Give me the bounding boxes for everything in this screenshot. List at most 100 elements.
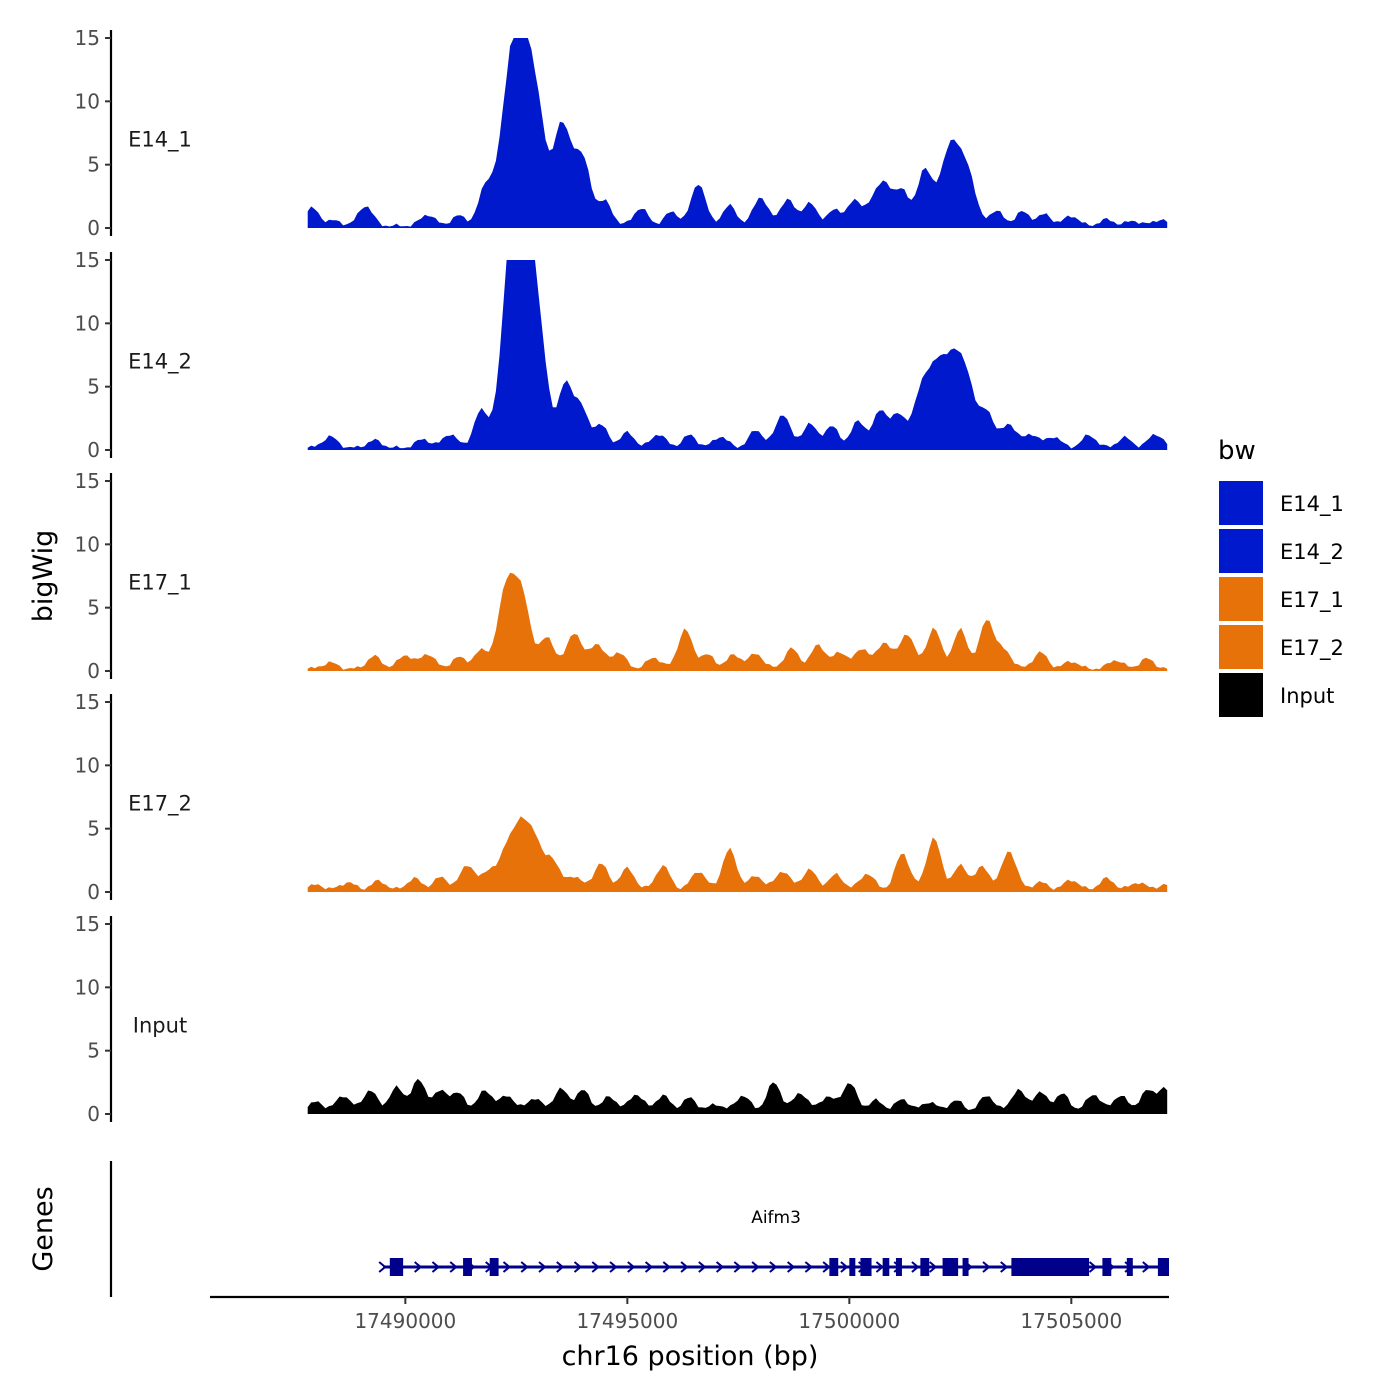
exon-block: [463, 1258, 472, 1276]
strand-arrow-icon: [804, 1261, 813, 1273]
y-tick-label: 15: [75, 912, 100, 936]
exon-block: [895, 1258, 902, 1276]
x-axis-title: chr16 position (bp): [562, 1341, 819, 1372]
coverage-area-input: [307, 1078, 1168, 1114]
legend-item-e14-1: E14_1: [1217, 479, 1344, 527]
y-tick-label: 0: [87, 880, 100, 904]
exon-block: [849, 1258, 856, 1276]
legend-swatch: [1217, 575, 1265, 623]
coverage-area-e14-1: [307, 38, 1168, 228]
track-label: E14_2: [128, 349, 192, 374]
legend-swatch: [1217, 479, 1265, 527]
y-tick-label: 15: [75, 26, 100, 50]
legend-swatch: [1217, 623, 1265, 671]
y-tick-label: 15: [75, 690, 100, 714]
strand-arrow-icon: [378, 1261, 387, 1273]
track-input: 0 5 10 15 Input: [75, 912, 1168, 1126]
track-label: E17_2: [128, 791, 192, 816]
legend-item-e17-1: E17_1: [1217, 575, 1344, 623]
exon-block: [962, 1258, 969, 1276]
y-tick-label: 10: [75, 532, 100, 556]
y-tick-label: 10: [75, 311, 100, 335]
y-tick-label: 0: [87, 659, 100, 683]
strand-arrow-icon: [786, 1261, 796, 1273]
strand-arrow-icon: [929, 1261, 938, 1273]
exon-block: [1102, 1258, 1112, 1276]
strand-arrow-icon: [414, 1261, 423, 1273]
y-tick-label: 5: [87, 1039, 100, 1063]
legend-label: E17_1: [1280, 588, 1344, 613]
strand-arrow-icon: [662, 1261, 671, 1273]
y-tick-label: 5: [87, 375, 100, 399]
coverage-area-e14-2: [307, 260, 1168, 450]
y-tick-label: 10: [75, 753, 100, 777]
legend-title: bw: [1218, 436, 1256, 466]
exon-block: [860, 1258, 872, 1276]
exon-block: [882, 1258, 890, 1276]
x-tick-label: 17490000: [354, 1309, 456, 1333]
genes-track: Aifm3: [109, 1161, 1169, 1297]
legend-label: E14_1: [1280, 492, 1344, 517]
strand-arrow-icon: [1088, 1261, 1098, 1273]
track-label: Input: [133, 1013, 187, 1037]
exon-block: [389, 1258, 404, 1276]
strand-arrow-icon: [1142, 1261, 1151, 1273]
strand-arrow-icon: [556, 1261, 565, 1273]
strand-arrow-icon: [502, 1261, 512, 1273]
track-label: E14_1: [128, 127, 192, 152]
strand-arrow-icon: [698, 1261, 707, 1273]
legend-item-e14-2: E14_2: [1217, 527, 1344, 575]
y-tick-label: 15: [75, 248, 100, 272]
strand-arrow-icon: [751, 1261, 760, 1273]
strand-arrow-icon: [1000, 1261, 1009, 1273]
strand-arrow-icon: [573, 1261, 583, 1273]
legend-swatch: [1217, 527, 1265, 575]
legend-label: Input: [1280, 684, 1334, 708]
y-tick-label: 10: [75, 89, 100, 113]
strand-arrow-icon: [538, 1261, 547, 1273]
legend-label: E17_2: [1280, 636, 1344, 661]
strand-arrow-icon: [715, 1261, 725, 1273]
y-tick-label: 0: [87, 1102, 100, 1126]
coverage-area-e17-1: [307, 572, 1168, 671]
y-tick-label: 5: [87, 153, 100, 177]
strand-arrow-icon: [609, 1261, 618, 1273]
legend-label: E14_2: [1280, 540, 1344, 565]
y-tick-label: 15: [75, 469, 100, 493]
legend-item-input: Input: [1217, 671, 1334, 719]
y-tick-label: 5: [87, 596, 100, 620]
exon-block: [942, 1258, 959, 1276]
strand-arrow-icon: [875, 1261, 884, 1273]
strand-arrow-icon: [591, 1261, 600, 1273]
exon-block: [920, 1258, 930, 1276]
x-tick-label: 17505000: [1020, 1309, 1122, 1333]
x-axis: 17490000 17495000 17500000 17505000: [210, 1295, 1169, 1333]
x-tick-label: 17500000: [798, 1309, 900, 1333]
strand-arrow-icon: [449, 1261, 458, 1273]
track-e17-1: 0 5 10 15 E17_1: [75, 469, 1168, 683]
strand-arrow-icon: [911, 1261, 920, 1273]
coverage-tracks: 0 5 10 15 E14_1 0 5 10 15 E14_2 0 5 10 15 E17_1 0 5 10 15 E…: [75, 26, 1168, 1126]
exon-block: [1157, 1258, 1169, 1276]
track-label: E17_1: [128, 570, 192, 595]
y-axis-title: bigWig: [28, 530, 59, 623]
exon-block: [1011, 1258, 1090, 1276]
strand-arrow-icon: [680, 1261, 689, 1273]
coverage-area-e17-2: [307, 816, 1168, 892]
strand-arrow-icon: [769, 1261, 778, 1273]
track-e14-1: 0 5 10 15 E14_1: [75, 26, 1168, 240]
y-tick-label: 5: [87, 817, 100, 841]
gene-name-label: Aifm3: [751, 1208, 801, 1228]
y-tick-label: 0: [87, 438, 100, 462]
legend-item-e17-2: E17_2: [1217, 623, 1344, 671]
genes-axis-title: Genes: [28, 1186, 59, 1271]
track-e17-2: 0 5 10 15 E17_2: [75, 690, 1168, 904]
x-tick-label: 17495000: [576, 1309, 678, 1333]
strand-arrow-icon: [733, 1261, 742, 1273]
legend: bw E14_1 E14_2 E17_1 E17_2 Input: [1217, 436, 1344, 719]
exon-block: [489, 1258, 499, 1276]
strand-arrow-icon: [627, 1261, 636, 1273]
strand-arrow-icon: [822, 1261, 831, 1273]
strand-arrow-icon: [431, 1261, 440, 1273]
